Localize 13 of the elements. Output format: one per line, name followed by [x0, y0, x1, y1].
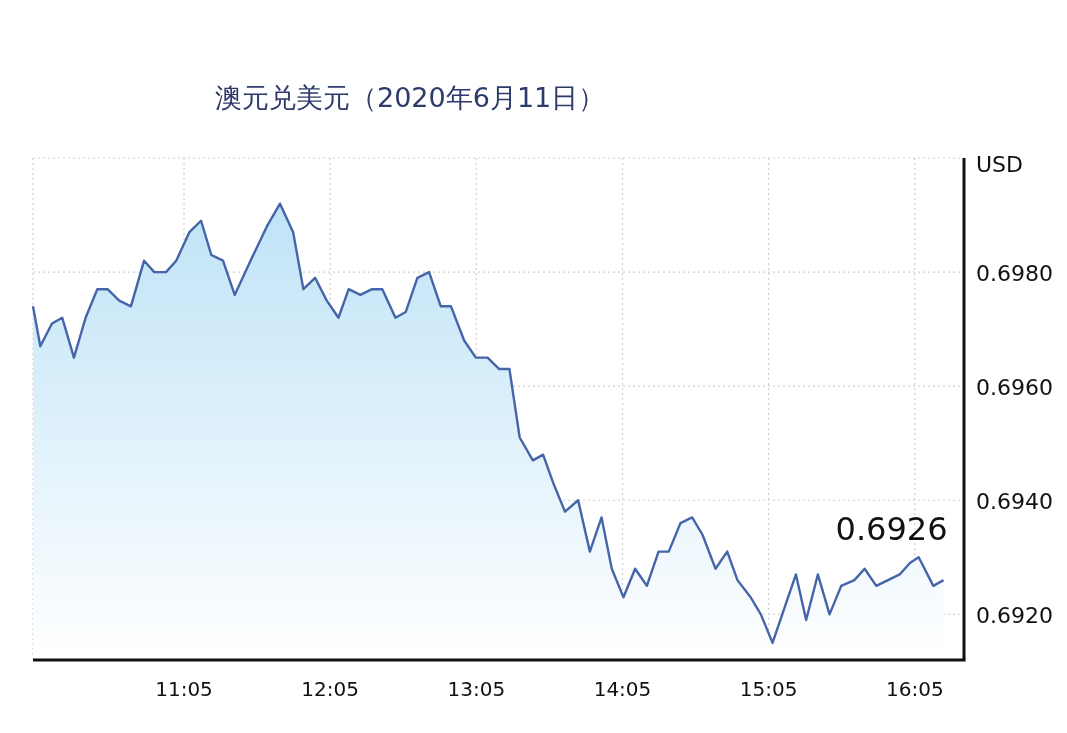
y-tick-label: 0.6940 — [976, 489, 1053, 515]
x-tick-label: 11:05 — [155, 677, 213, 701]
x-tick-label: 12:05 — [301, 677, 359, 701]
y-tick-label: 0.6920 — [976, 603, 1053, 629]
x-tick-label: 14:05 — [593, 677, 652, 701]
annotation: 0.6926 — [835, 510, 948, 549]
x-tick-label: 13:05 — [447, 677, 506, 701]
x-tick-label: 16:05 — [885, 677, 944, 701]
chart-title: 澳元兑美元（2020年6月11日） — [215, 82, 606, 113]
y-tick-label: 0.6960 — [976, 375, 1053, 401]
y-tick-label: 0.6980 — [976, 261, 1053, 287]
x-tick-label: 15:05 — [739, 677, 798, 701]
y-axis-title: USD — [976, 152, 1024, 177]
